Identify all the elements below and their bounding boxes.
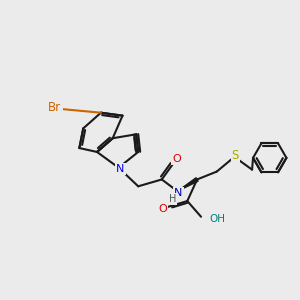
Text: N: N bbox=[116, 164, 125, 174]
Text: H: H bbox=[169, 194, 176, 204]
Text: S: S bbox=[232, 149, 239, 162]
Text: OH: OH bbox=[209, 214, 225, 224]
Text: N: N bbox=[174, 188, 183, 198]
Polygon shape bbox=[178, 178, 198, 191]
Text: O: O bbox=[158, 204, 167, 214]
Text: Br: Br bbox=[48, 101, 62, 114]
Text: O: O bbox=[172, 154, 181, 164]
